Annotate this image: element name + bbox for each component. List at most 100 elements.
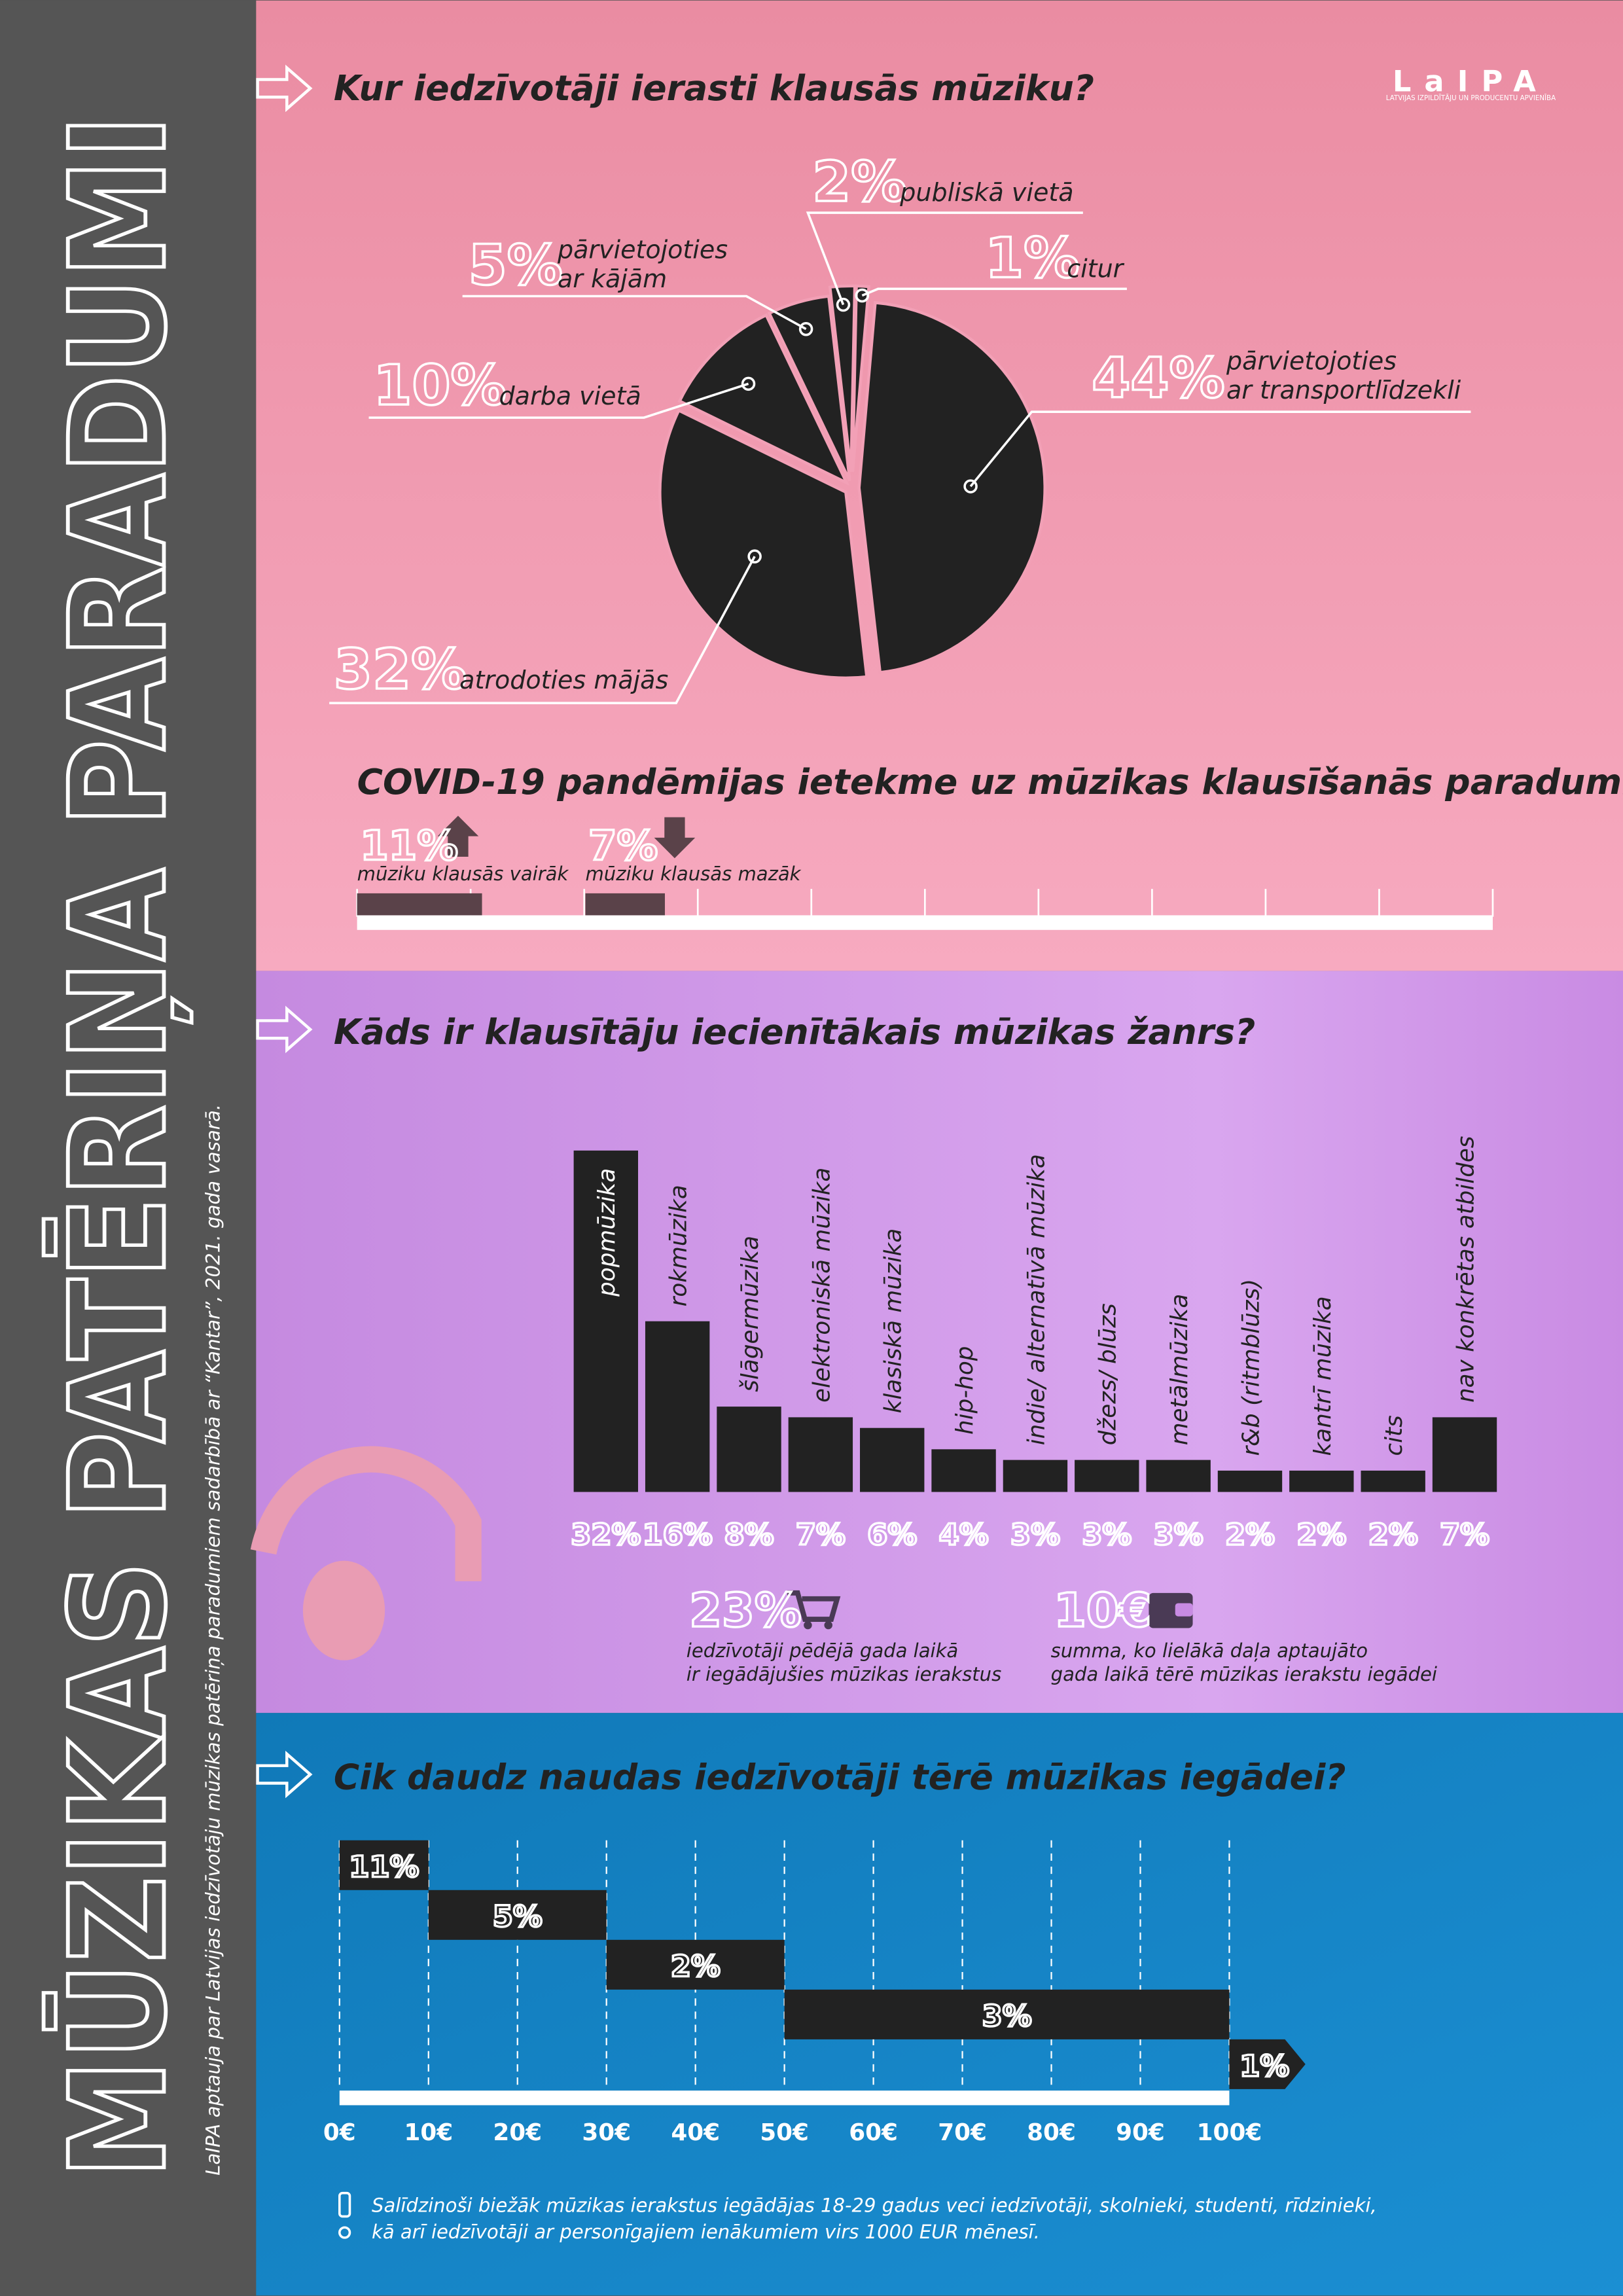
sidebar-title: MŪZIKAS PATĒRIŅA PARADUMI [42, 115, 195, 2178]
title-arrows [256, 64, 313, 1799]
bar-label: mūziku klausās vairāk [357, 863, 569, 885]
bar [717, 1407, 781, 1492]
x-tick-label: 10€ [404, 2119, 453, 2146]
x-tick-label: 40€ [671, 2119, 720, 2146]
value-label: 2% [671, 1949, 721, 1984]
x-axis [339, 2090, 1230, 2106]
value-label: 7% [1440, 1517, 1489, 1552]
range-bar [428, 1890, 607, 1940]
exclamation-dot [338, 2226, 351, 2239]
wallet-clasp [1175, 1603, 1193, 1617]
note-icon [338, 2191, 351, 2239]
wallet-body [1149, 1592, 1193, 1628]
value-label: 44% [1092, 346, 1224, 411]
pie-slice [658, 408, 868, 680]
category-label: šlāgermūzika [737, 1236, 764, 1392]
stat-value: 10€ [1054, 1583, 1151, 1638]
chart-title: Kur iedzīvotāji ierasti klausās mūziku? [334, 67, 1094, 109]
value-label: 6% [867, 1517, 917, 1552]
axis-track [357, 915, 1493, 930]
headphones-decoration [250, 1446, 482, 1660]
value-label: 3% [1010, 1517, 1060, 1552]
leader-line [806, 211, 1083, 306]
category-label: elektroniskā mūzika [808, 1168, 835, 1403]
cart-wheel [804, 1621, 812, 1630]
leader-dot [798, 321, 813, 336]
bar [645, 1321, 710, 1492]
note: Salīdzinoši biežāk mūzikas ierakstus ieg… [372, 2195, 1383, 2243]
value-label: 11% [360, 821, 458, 869]
x-tick-label: 50€ [760, 2119, 809, 2146]
value-label: 16% [643, 1517, 713, 1552]
range-bar [784, 1989, 1230, 2039]
x-tick-label: 70€ [938, 2119, 987, 2146]
slice-label: pārvietojoties ar kājām [557, 235, 736, 293]
value-label: 2% [1296, 1517, 1346, 1552]
value-label: 32% [334, 637, 467, 702]
logo: LaIPA [1393, 63, 1549, 98]
leader-dot [963, 479, 978, 493]
exclamation-bar [338, 2191, 351, 2218]
value-label: 8% [724, 1517, 774, 1552]
category-label: cits [1381, 1415, 1408, 1456]
slice-label: publiskā vietā [899, 178, 1073, 207]
arrow-icon [256, 1005, 313, 1054]
pie-slice [857, 300, 1046, 674]
bar [1361, 1470, 1425, 1492]
x-tick-label: 20€ [493, 2119, 542, 2146]
category-label: džezs/ blūzs [1095, 1303, 1122, 1445]
leader-dot [747, 549, 762, 564]
x-tick-label: 30€ [582, 2119, 631, 2146]
headphone-band [250, 1446, 482, 1581]
headphone-cup [302, 1560, 385, 1660]
chart-title: Cik daudz naudas iedzīvotāji tērē mūzika… [334, 1756, 1346, 1797]
overflow-bar [1229, 2039, 1306, 2089]
category-label: klasiskā mūzika [880, 1229, 907, 1414]
bar [357, 893, 482, 916]
value-label: 32% [571, 1517, 641, 1552]
stat-value: 23% [689, 1583, 801, 1638]
category-label: metālmūzika [1166, 1294, 1193, 1446]
category-label: nav konkrētas atbildes [1452, 1136, 1479, 1403]
value-label: 5% [493, 1899, 543, 1934]
slice-label: atrodoties mājās [459, 666, 668, 694]
leader-dot [741, 376, 756, 391]
bar [1146, 1460, 1211, 1492]
x-tick-label: 60€ [849, 2119, 898, 2146]
chart-title: COVID-19 pandēmijas ietekme uz mūzikas k… [357, 761, 1623, 802]
value-label: 1% [985, 226, 1079, 291]
logo-caption: LATVIJAS IZPILDĪTĀJU UN PRODUCENTU APVIE… [1386, 94, 1556, 102]
value-label: 1% [1240, 2049, 1289, 2083]
value-label: 2% [812, 150, 906, 215]
leader-line [462, 295, 807, 331]
category-label: rokmūzika [666, 1185, 692, 1306]
pie-slice [767, 295, 851, 482]
value-label: 2% [1225, 1517, 1275, 1552]
value-label: 7% [796, 1517, 846, 1552]
bar [585, 893, 665, 916]
wallet-icon [1149, 1592, 1193, 1628]
bar-label: mūziku klausās mazāk [585, 863, 801, 885]
category-label: popmūzika [594, 1168, 620, 1297]
sidebar-subtitle: LaIPA aptauja par Latvijas iedzīvotāju m… [202, 1104, 224, 2176]
slice-label: darba vietā [499, 382, 641, 410]
section-purple [256, 971, 1623, 1713]
value-label: 4% [939, 1517, 989, 1552]
stat-text: iedzīvotāji pēdējā gada laikā ir iegādāj… [687, 1640, 1001, 1685]
arrow-icon [256, 1750, 313, 1799]
bar [1217, 1470, 1283, 1492]
bar [1075, 1460, 1139, 1492]
chart-title: Kāds ir klausītāju iecienītākais mūzikas… [334, 1011, 1255, 1052]
leader-dot [836, 297, 851, 312]
bar [1432, 1417, 1497, 1492]
cart-icon [787, 1590, 841, 1630]
cart-wheel [824, 1621, 832, 1630]
category-label: kantrī mūzika [1310, 1296, 1336, 1456]
value-label: 3% [982, 1999, 1032, 2034]
bar [931, 1449, 996, 1492]
leader-dot [855, 288, 870, 303]
value-label: 2% [1368, 1517, 1418, 1552]
value-label: 5% [469, 234, 563, 298]
